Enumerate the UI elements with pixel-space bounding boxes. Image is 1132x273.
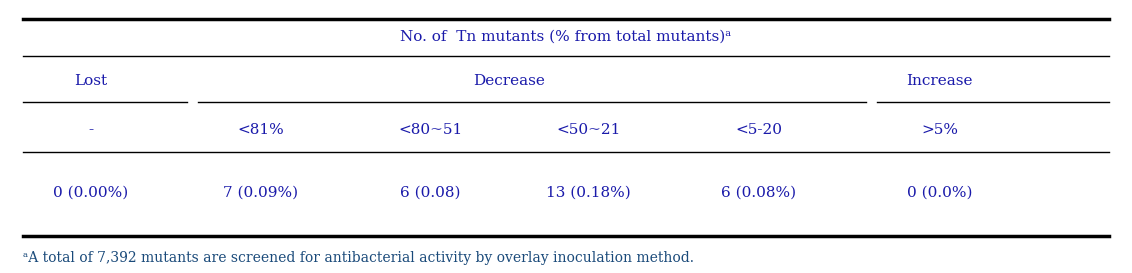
Text: 6 (0.08%): 6 (0.08%) [721,185,796,200]
Text: No. of  Tn mutants (% from total mutants)ᵃ: No. of Tn mutants (% from total mutants)… [401,30,731,44]
Text: <50~21: <50~21 [557,123,620,137]
Text: 0 (0.0%): 0 (0.0%) [907,185,972,200]
Text: >5%: >5% [921,123,958,137]
Text: ᵃA total of 7,392 mutants are screened for antibacterial activity by overlay ino: ᵃA total of 7,392 mutants are screened f… [23,251,694,265]
Text: 0 (0.00%): 0 (0.00%) [53,185,128,200]
Text: 6 (0.08): 6 (0.08) [400,185,461,200]
Text: <81%: <81% [237,123,284,137]
Text: Increase: Increase [907,73,972,88]
Text: <5-20: <5-20 [735,123,782,137]
Text: Lost: Lost [74,73,108,88]
Text: -: - [88,123,93,137]
Text: <80~51: <80~51 [398,123,462,137]
Text: 13 (0.18%): 13 (0.18%) [547,185,631,200]
Text: Decrease: Decrease [473,73,546,88]
Text: 7 (0.09%): 7 (0.09%) [223,185,298,200]
